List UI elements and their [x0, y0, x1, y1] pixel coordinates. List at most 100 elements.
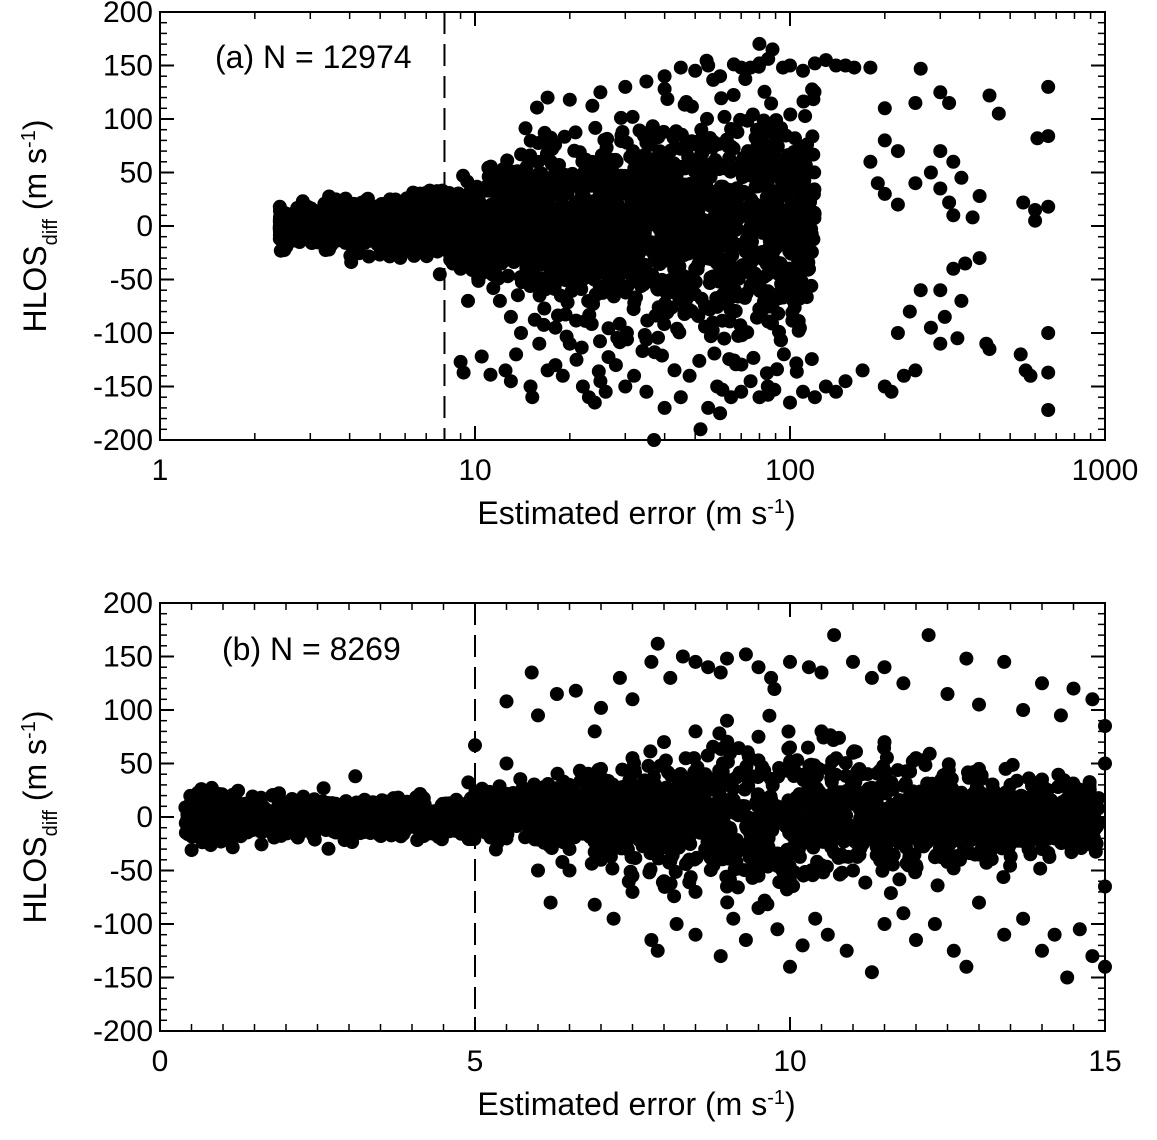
- data-point: [532, 336, 547, 351]
- data-point: [657, 82, 672, 96]
- data-point: [770, 168, 785, 183]
- data-point: [531, 280, 546, 295]
- data-point: [673, 205, 688, 220]
- data-point: [475, 243, 490, 258]
- data-point: [614, 134, 629, 149]
- data-point: [643, 190, 658, 205]
- panel-annotation: (a) N = 12974: [215, 39, 412, 75]
- data-point: [991, 106, 1006, 121]
- data-point: [667, 363, 682, 378]
- data-point: [847, 60, 862, 75]
- data-point: [1003, 858, 1018, 873]
- data-point: [503, 374, 518, 389]
- data-point: [710, 379, 725, 394]
- data-point: [767, 137, 782, 152]
- data-point: [569, 198, 584, 213]
- data-point: [933, 144, 948, 159]
- data-point: [673, 390, 688, 405]
- data-point: [635, 344, 650, 358]
- data-point: [972, 189, 987, 203]
- data-point: [908, 363, 923, 378]
- data-point: [558, 222, 573, 236]
- data-point: [982, 88, 997, 103]
- data-point: [767, 223, 782, 238]
- data-point: [617, 186, 632, 201]
- data-point: [456, 365, 471, 380]
- data-point: [532, 253, 547, 267]
- data-point: [717, 109, 732, 124]
- data-point: [340, 205, 355, 220]
- data-point: [762, 240, 777, 255]
- y-tick-label: -150: [93, 371, 153, 404]
- data-point: [603, 207, 618, 222]
- data-point: [1041, 79, 1056, 94]
- data-point: [288, 213, 303, 228]
- data-point: [483, 367, 498, 382]
- data-point: [629, 161, 644, 176]
- data-point: [730, 125, 745, 140]
- data-point: [1041, 129, 1056, 144]
- data-point: [710, 250, 725, 265]
- data-point: [796, 94, 811, 109]
- data-point: [390, 238, 405, 253]
- data-point: [587, 203, 602, 218]
- data-point: [652, 222, 667, 237]
- data-point: [902, 304, 917, 319]
- data-point: [456, 168, 471, 183]
- data-point: [557, 178, 571, 193]
- data-point: [361, 249, 376, 264]
- data-point: [698, 319, 712, 334]
- data-point: [503, 309, 518, 324]
- data-point: [618, 239, 632, 254]
- data-point: [461, 775, 476, 790]
- data-point: [688, 274, 703, 289]
- data-point: [570, 244, 584, 258]
- data-point: [540, 90, 555, 105]
- data-point: [562, 336, 577, 351]
- data-point: [642, 865, 657, 880]
- data-point: [495, 221, 510, 236]
- data-point: [605, 861, 620, 876]
- data-point: [531, 136, 546, 150]
- data-point: [679, 95, 694, 109]
- data-point: [579, 154, 594, 168]
- data-point: [588, 120, 603, 135]
- data-point: [1013, 347, 1028, 362]
- data-point: [407, 246, 422, 261]
- data-point: [453, 192, 468, 207]
- data-point: [761, 155, 776, 169]
- data-point: [608, 281, 623, 296]
- y-tick-label: 100: [103, 103, 153, 136]
- data-point: [651, 130, 666, 145]
- data-point: [557, 129, 572, 144]
- data-point: [745, 107, 760, 122]
- data-point: [736, 240, 751, 255]
- data-point: [913, 61, 928, 76]
- data-point: [745, 159, 760, 174]
- data-point: [674, 127, 689, 142]
- data-point: [522, 241, 537, 256]
- data-point: [908, 176, 923, 191]
- y-tick-label: -200: [93, 424, 153, 457]
- data-point: [807, 206, 822, 221]
- data-point: [807, 84, 822, 99]
- data-point: [650, 282, 665, 297]
- data-point: [645, 267, 660, 282]
- data-point: [468, 231, 483, 246]
- data-point: [523, 148, 538, 163]
- point-cloud: [178, 628, 1112, 985]
- data-point: [601, 321, 616, 336]
- data-point: [699, 236, 714, 251]
- data-point: [358, 217, 373, 232]
- data-point: [764, 96, 779, 111]
- data-point: [717, 331, 732, 346]
- data-point: [615, 204, 630, 219]
- data-point: [688, 63, 703, 78]
- data-point: [796, 63, 810, 78]
- data-point: [791, 204, 806, 218]
- data-point: [643, 235, 658, 250]
- data-point: [771, 306, 786, 321]
- data-point: [677, 177, 692, 192]
- data-point: [713, 274, 728, 288]
